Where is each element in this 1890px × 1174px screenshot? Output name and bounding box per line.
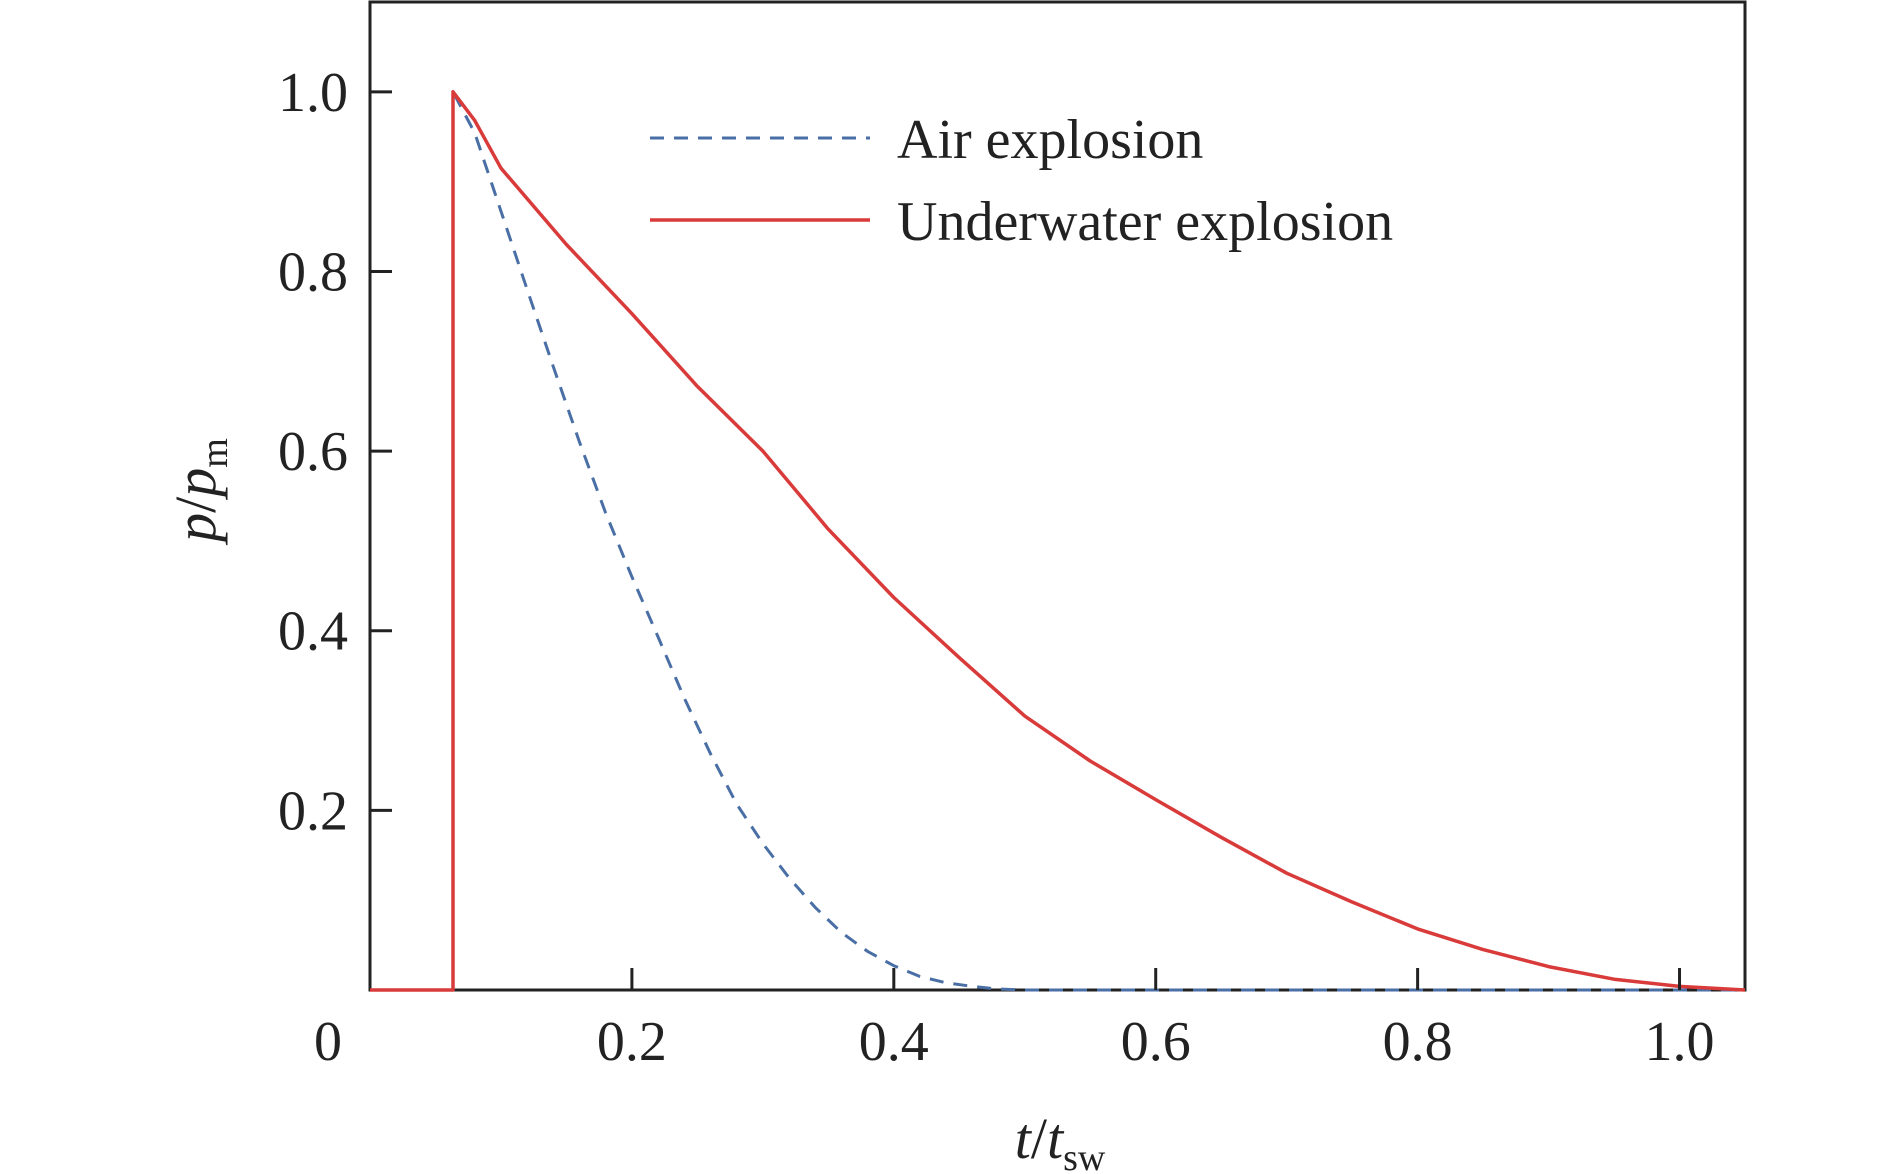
- y-axis-title-subscript: m: [194, 438, 236, 468]
- x-tick-label: 0.2: [597, 1011, 667, 1073]
- ticks-layer: 0.2 0.4 0.6 0.8 1.0 0 0.2 0.4 0.6 0.8 1.0: [278, 62, 1715, 1073]
- y-tick-label: 1.0: [278, 62, 348, 124]
- y-tick-label: 0.4: [278, 601, 348, 663]
- series-layer: [370, 90, 1746, 992]
- y-tick-label: 0.8: [278, 241, 348, 303]
- x-origin-label: 0: [314, 1011, 342, 1073]
- x-axis-title: t/tsw: [1015, 1106, 1106, 1174]
- y-axis-title: p/pm: [163, 438, 236, 546]
- x-axis-title-subscript: sw: [1063, 1137, 1106, 1174]
- y-tick-label: 0.2: [278, 780, 348, 842]
- y-axis-title-main: p: [163, 513, 228, 546]
- x-axis-title-main: t: [1015, 1106, 1033, 1171]
- y-axis-title-denominator: p: [163, 468, 228, 501]
- series-line-air-explosion: [370, 90, 1745, 992]
- x-tick-label: 0.8: [1383, 1011, 1453, 1073]
- x-tick-label: 1.0: [1645, 1011, 1715, 1073]
- x-tick-label: 0.4: [859, 1011, 929, 1073]
- legend-label-underwater-explosion: Underwater explosion: [897, 191, 1393, 253]
- legend-label-air-explosion: Air explosion: [897, 109, 1203, 171]
- series-line-underwater-explosion: [370, 90, 1746, 992]
- x-tick-label: 0.6: [1121, 1011, 1191, 1073]
- y-tick-label: 0.6: [278, 421, 348, 483]
- legend: Air explosion Underwater explosion: [650, 109, 1393, 253]
- x-axis-title-denominator: t: [1047, 1106, 1065, 1171]
- axis-titles: t/tsw p/pm: [163, 438, 1106, 1174]
